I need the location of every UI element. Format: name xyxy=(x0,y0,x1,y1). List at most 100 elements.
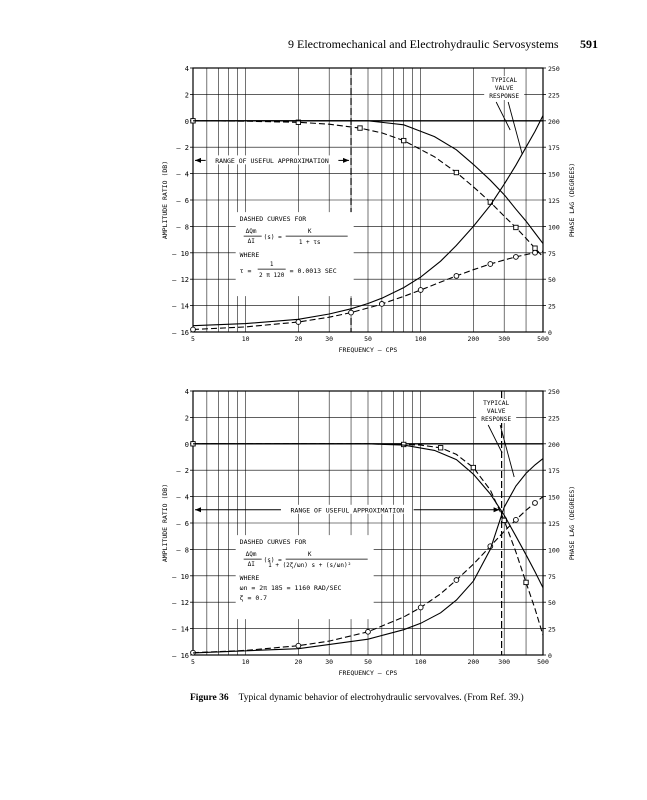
formula-where: WHERE xyxy=(240,574,260,582)
x-tick-label: 20 xyxy=(294,658,302,666)
y-tick-label: – 14 xyxy=(172,626,189,634)
formula-lhs-den: ΔI xyxy=(248,561,256,568)
formula-title: DASHED CURVES FOR xyxy=(240,538,307,546)
x-tick-label: 50 xyxy=(364,335,372,343)
x-tick-label: 200 xyxy=(467,335,479,343)
formula-tau-value: = 0.0013 SEC xyxy=(290,267,337,275)
y-tick-label: – 14 xyxy=(172,303,189,311)
y-tick-label: 0 xyxy=(185,118,189,126)
y-tick-label: 2 xyxy=(185,414,189,422)
typical-valve-response-label: TYPICAL xyxy=(491,77,517,84)
y2-axis-label: PHASE LAG (DEGREES) xyxy=(568,486,576,560)
data-point xyxy=(401,137,407,144)
formula-lhs-num: ΔQm xyxy=(246,551,257,558)
y-tick-label: – 12 xyxy=(172,599,189,607)
formula-rhs-den: 1 + τs xyxy=(299,239,321,246)
data-point xyxy=(295,119,302,125)
chapter-title: 9 Electromechanical and Electrohydraulic… xyxy=(288,37,559,51)
series-line-4 xyxy=(192,458,544,654)
typical-valve-response-label: RESPONSE xyxy=(481,416,511,423)
y-tick-label: – 16 xyxy=(172,329,189,337)
formula-title: DASHED CURVES FOR xyxy=(240,215,307,223)
data-point xyxy=(532,500,538,506)
typical-label-bg xyxy=(484,92,525,100)
y-axis-label: AMPLITUDE RATIO (DB) xyxy=(161,161,169,239)
y2-tick-label: 150 xyxy=(548,494,560,502)
typical-label-bg xyxy=(476,407,517,415)
data-point xyxy=(513,516,519,523)
y-tick-label: – 10 xyxy=(172,573,189,581)
x-tick-label: 10 xyxy=(242,335,250,343)
x-tick-label: 500 xyxy=(537,658,549,666)
x-tick-label: 30 xyxy=(325,658,333,666)
y2-tick-label: 50 xyxy=(548,276,556,284)
range-arrowhead-right xyxy=(493,507,500,513)
data-point xyxy=(470,464,477,471)
data-point xyxy=(513,224,519,231)
range-label-bg xyxy=(282,504,412,514)
x-tick-label: 5 xyxy=(191,658,195,666)
y-tick-label: – 4 xyxy=(176,171,189,179)
formula-box xyxy=(235,535,374,620)
series-line-4 xyxy=(192,115,544,327)
range-label: RANGE OF USEFUL APPROXIMATION xyxy=(215,157,329,165)
y2-tick-label: 0 xyxy=(548,652,552,660)
series-line-1 xyxy=(192,120,544,258)
data-point xyxy=(348,309,354,316)
data-point xyxy=(379,301,385,307)
y2-tick-label: 100 xyxy=(548,546,560,554)
x-axis-label: FREQUENCY — CPS xyxy=(339,669,398,677)
y2-tick-label: 100 xyxy=(548,223,560,231)
typical-pointer-1 xyxy=(487,424,503,454)
typical-pointer-2 xyxy=(507,101,523,155)
series-line-3 xyxy=(193,443,544,588)
y2-tick-label: 200 xyxy=(548,118,560,126)
x-tick-label: 500 xyxy=(537,335,549,343)
chart-bottom: 420– 2– 4– 6– 8– 10– 12– 14– 16250225200… xyxy=(161,388,576,677)
x-tick-label: 100 xyxy=(415,658,427,666)
typical-pointer-1 xyxy=(495,101,511,131)
formula-zeta: ζ = 0.7 xyxy=(240,594,267,602)
y2-tick-label: 200 xyxy=(548,441,560,449)
formula-lhs-den: ΔI xyxy=(248,238,256,245)
y2-tick-label: 225 xyxy=(548,414,560,422)
data-point xyxy=(401,441,407,448)
x-tick-label: 10 xyxy=(242,658,250,666)
range-arrowhead-left xyxy=(195,157,201,163)
page-header: 9 Electromechanical and Electrohydraulic… xyxy=(250,37,600,53)
y-tick-label: – 6 xyxy=(176,197,189,205)
y2-axis-label: PHASE LAG (DEGREES) xyxy=(568,163,576,237)
typical-valve-response-label: RESPONSE xyxy=(489,93,519,100)
y2-tick-label: 125 xyxy=(548,197,560,205)
data-point xyxy=(295,642,302,649)
data-point xyxy=(417,287,424,293)
typical-label-bg xyxy=(484,84,525,92)
formula-lhs-arg: (s) = xyxy=(264,557,282,564)
typical-label-bg xyxy=(476,399,517,407)
data-point xyxy=(513,254,519,260)
data-point xyxy=(453,273,460,279)
range-label: RANGE OF USEFUL APPROXIMATION xyxy=(291,506,405,514)
range-label-bg xyxy=(207,155,337,165)
formula-tau-den: 2 π 120 xyxy=(259,272,285,279)
data-point xyxy=(501,517,507,524)
formula-wn: ωn = 2π 185 = 1160 RAD/SEC xyxy=(240,584,342,592)
x-tick-label: 300 xyxy=(498,658,510,666)
y2-tick-label: 25 xyxy=(548,303,556,311)
data-point xyxy=(365,628,371,635)
y2-tick-label: 250 xyxy=(548,65,560,73)
x-tick-label: 300 xyxy=(498,335,510,343)
y2-tick-label: 150 xyxy=(548,171,560,179)
typical-label-bg xyxy=(484,76,525,84)
x-tick-label: 20 xyxy=(294,335,302,343)
y2-tick-label: 0 xyxy=(548,329,552,337)
data-point xyxy=(523,579,529,586)
series-line-2 xyxy=(192,496,544,654)
data-point xyxy=(453,577,460,583)
y2-tick-label: 50 xyxy=(548,599,556,607)
y2-tick-label: 250 xyxy=(548,388,560,396)
x-tick-label: 100 xyxy=(415,335,427,343)
y2-tick-label: 75 xyxy=(548,573,556,581)
formula-where: WHERE xyxy=(240,251,260,259)
x-tick-label: 30 xyxy=(325,335,333,343)
